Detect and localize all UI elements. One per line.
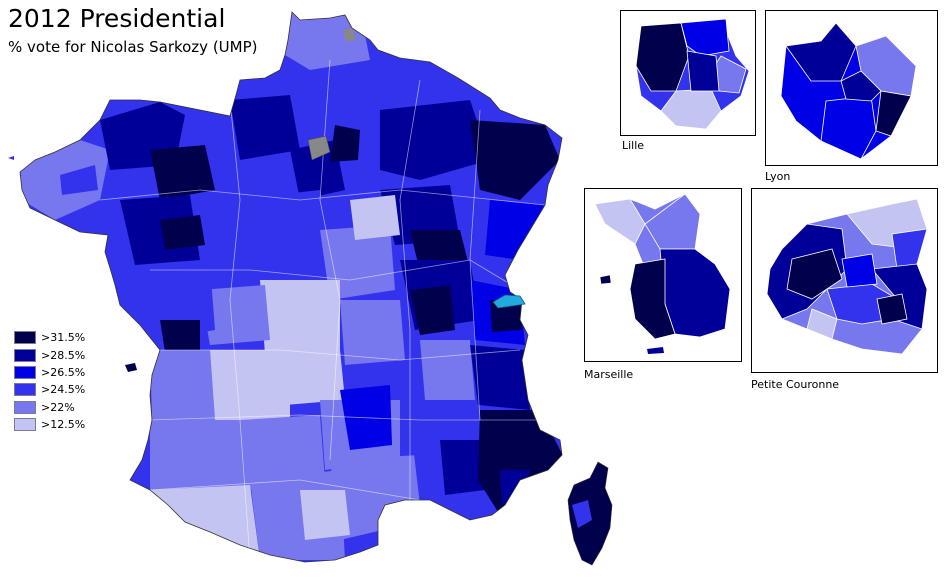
legend-item: >31.5% [14, 329, 85, 346]
france-outline [19, 11, 563, 563]
legend-label: >12.5% [41, 418, 86, 432]
island-ouessant [8, 156, 14, 160]
inset-marseille [584, 188, 742, 362]
lyon-map [780, 22, 917, 160]
lille-area [343, 28, 356, 42]
map-subtitle: % vote for Nicolas Sarkozy (UMP) [8, 38, 258, 56]
petite-couronne-map [766, 198, 928, 355]
district-borders [99, 59, 546, 561]
legend-label: >22% [41, 400, 75, 414]
legend-item: >22% [14, 399, 85, 416]
legend-item: >28.5% [14, 346, 85, 363]
legend-label: >28.5% [41, 348, 86, 362]
paris-area [307, 135, 331, 161]
legend-item: >12.5% [14, 416, 85, 433]
legend-swatch [14, 400, 36, 414]
inset-lyon [765, 10, 938, 166]
legend-item: >26.5% [14, 364, 85, 381]
legend-swatch [14, 365, 36, 379]
inset-label-lille: Lille [622, 139, 645, 152]
legend-label: >31.5% [41, 331, 86, 345]
legend-label: >24.5% [41, 383, 86, 397]
legend-swatch [14, 383, 36, 397]
island-re [125, 363, 137, 372]
corsica-south-region [572, 500, 592, 528]
inset-lille [620, 10, 756, 136]
legend-label: >26.5% [41, 365, 86, 379]
lake-geneva [492, 294, 526, 309]
map-title: 2012 Presidential [8, 4, 226, 33]
legend-swatch [14, 331, 36, 345]
map-regions [20, 12, 562, 562]
marseille-map [594, 193, 731, 354]
lille-map [635, 18, 750, 130]
inset-label-petite-couronne: Petite Couronne [751, 378, 840, 391]
inset-label-lyon: Lyon [765, 170, 791, 183]
legend: >31.5% >28.5% >26.5% >24.5% >22% >12.5% [14, 329, 85, 433]
legend-swatch [14, 418, 36, 432]
inset-label-marseille: Marseille [584, 368, 634, 381]
legend-swatch [14, 348, 36, 362]
inset-petite-couronne [751, 188, 938, 373]
legend-item: >24.5% [14, 381, 85, 398]
